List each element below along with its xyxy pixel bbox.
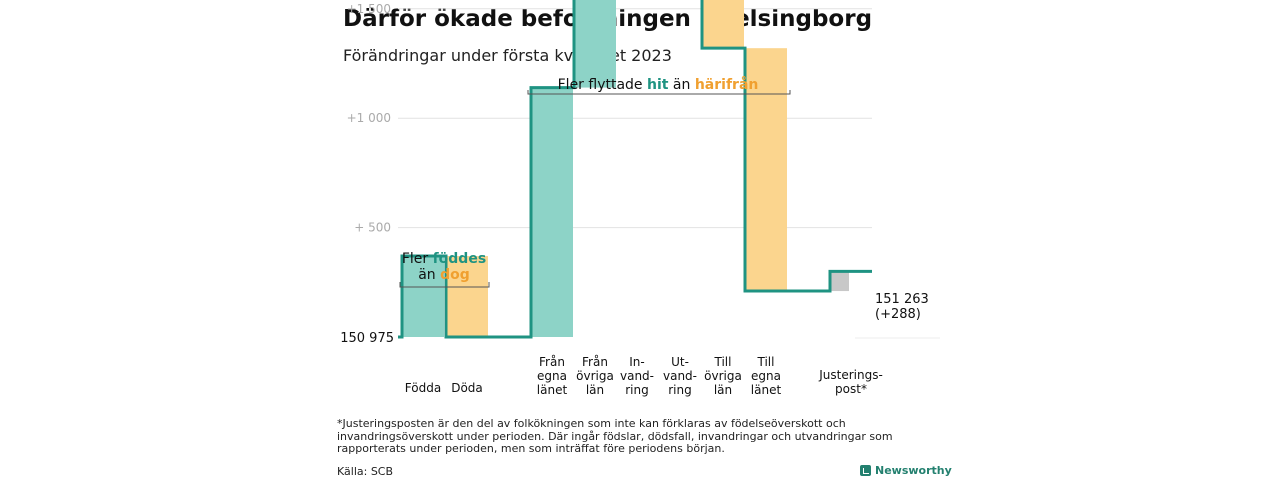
- newsworthy-icon: [860, 465, 871, 476]
- footnote: *Justeringsposten är den del av folkökni…: [337, 417, 893, 455]
- annotation-text: än dog: [418, 267, 470, 283]
- category-label: Till: [714, 355, 732, 369]
- category-label: Från: [582, 355, 608, 369]
- y-tick-label: +1 500: [347, 2, 391, 16]
- category-label: Döda: [451, 381, 483, 395]
- category-label: övriga: [576, 369, 614, 383]
- annotation-part: Fler flyttade: [558, 77, 647, 93]
- category-label: länet: [751, 383, 782, 397]
- category-label: länet: [537, 383, 568, 397]
- step-line: [398, 0, 872, 339]
- y-tick-label: +1 000: [347, 111, 391, 125]
- bar-decrease: [702, 0, 744, 49]
- source-label: Källa: SCB: [337, 465, 394, 478]
- category-label: ring: [668, 383, 692, 397]
- start-value-label: 150 975: [340, 331, 394, 346]
- annotation-text: Fler flyttade hit än härifrån: [558, 76, 759, 93]
- category-label: Från: [539, 355, 565, 369]
- cumulative-line: [398, 0, 872, 339]
- category-label: Justerings-: [818, 368, 883, 382]
- annotation-bracket: [399, 282, 490, 288]
- grid-lines: + 500+1 000+1 500+2 000: [347, 2, 940, 339]
- brand-logo: Newsworthy: [860, 464, 952, 477]
- category-label: vand-: [620, 369, 654, 383]
- category-label: egna: [537, 369, 567, 383]
- annotation-part: än: [418, 267, 440, 283]
- category-label: län: [586, 383, 604, 397]
- end-change-label: (+288): [875, 307, 921, 322]
- bar-decrease: [745, 48, 787, 292]
- category-label: ring: [625, 383, 649, 397]
- annotation-bracket: [527, 90, 791, 95]
- waterfall-chart: + 500+1 000+1 500+2 000 FöddaDödaFrånegn…: [340, 0, 940, 397]
- category-labels: Födda DödaFrånegnalänetFrånövrigalänIn-va…: [405, 355, 883, 397]
- annotation-text: Fler föddes: [402, 251, 486, 267]
- category-label: övriga: [704, 369, 742, 383]
- category-label: In-: [629, 355, 644, 369]
- annotation-part: hit: [647, 77, 669, 93]
- category-label: Till: [757, 355, 775, 369]
- brand-name: Newsworthy: [875, 464, 952, 477]
- bar-increase: [574, 0, 616, 88]
- end-value-label: 151 263: [875, 292, 929, 307]
- y-tick-label: + 500: [354, 221, 391, 235]
- bar-adjustment: [831, 271, 849, 292]
- annotation-part: härifrån: [695, 76, 759, 93]
- category-label: vand-: [663, 369, 697, 383]
- annotation-part: föddes: [433, 251, 487, 267]
- category-label: län: [714, 383, 732, 397]
- category-label: egna: [751, 369, 781, 383]
- annotation-part: dog: [440, 267, 470, 283]
- category-label: Ut-: [671, 355, 689, 369]
- bar-increase: [402, 256, 444, 337]
- bar-decrease: [446, 256, 488, 337]
- category-label: post*: [835, 382, 867, 396]
- annotation-part: än: [668, 77, 694, 93]
- bars: [402, 0, 849, 338]
- bar-increase: [531, 87, 573, 338]
- annotation-part: Fler: [402, 251, 433, 267]
- category-label: Födda: [405, 381, 441, 395]
